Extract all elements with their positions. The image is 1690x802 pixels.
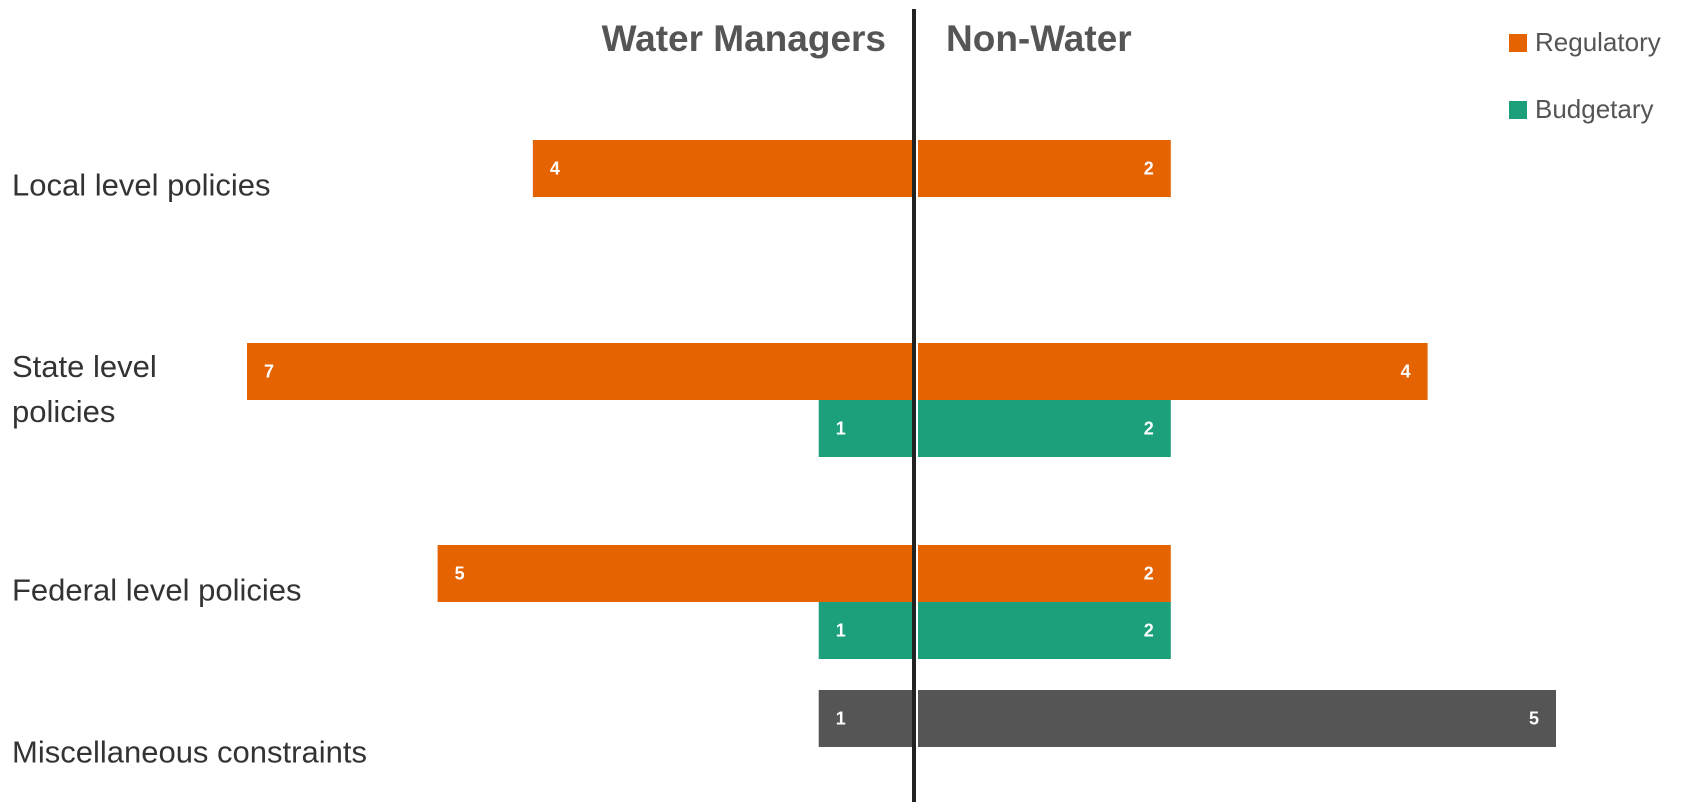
data-label: 2 [1144, 418, 1154, 438]
data-label: 1 [836, 418, 846, 438]
bar [918, 343, 1428, 400]
bar [918, 690, 1556, 747]
data-label: 1 [836, 620, 846, 640]
bar [818, 602, 914, 659]
category-label: Miscellaneous constraints [12, 734, 367, 770]
legend-label: Budgetary [1535, 94, 1654, 124]
data-label: 4 [550, 158, 560, 178]
bar [247, 343, 914, 400]
bar [918, 140, 1171, 197]
bar [918, 545, 1171, 602]
data-label: 4 [1401, 361, 1411, 381]
data-label: 2 [1144, 158, 1154, 178]
legend-swatch [1509, 101, 1527, 119]
bar [532, 140, 914, 197]
bar [918, 602, 1171, 659]
legend-label: Regulatory [1535, 27, 1661, 57]
data-label: 5 [455, 563, 465, 583]
data-label: 2 [1144, 620, 1154, 640]
bar [437, 545, 914, 602]
category-label: Federal level policies [12, 572, 302, 608]
right-title: Non-Water [946, 18, 1132, 59]
bar [918, 400, 1171, 457]
data-label: 5 [1529, 708, 1539, 728]
bar [818, 690, 914, 747]
category-label: Local level policies [12, 167, 271, 203]
category-label: State level policies [12, 349, 157, 429]
data-label: 7 [264, 361, 274, 381]
legend-swatch [1509, 34, 1527, 52]
left-title: Water Managers [602, 18, 886, 59]
data-label: 2 [1144, 563, 1154, 583]
bar [818, 400, 914, 457]
data-label: 1 [836, 708, 846, 728]
